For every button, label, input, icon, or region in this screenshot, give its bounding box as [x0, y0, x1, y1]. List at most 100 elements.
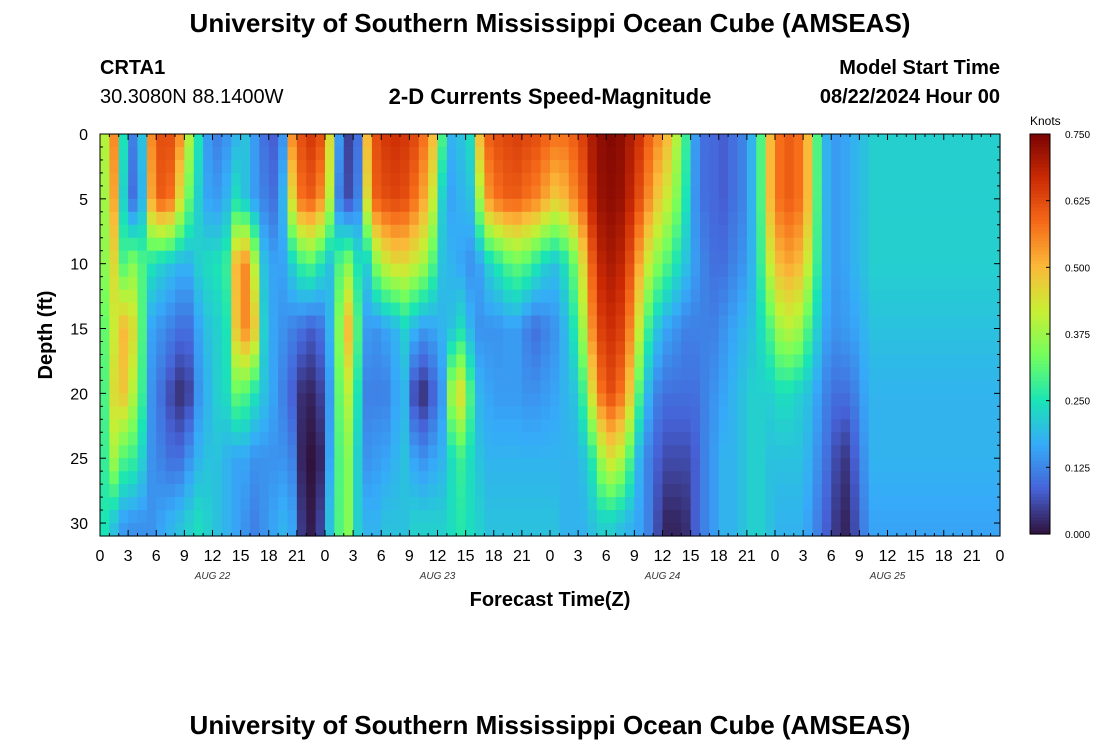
heatmap-cell	[531, 510, 542, 524]
colorbar-segment	[1030, 267, 1050, 272]
heatmap-cell	[240, 224, 251, 239]
heatmap-cell	[831, 393, 842, 407]
heatmap-cell	[503, 263, 514, 278]
heatmap-cell	[353, 354, 364, 369]
heatmap-cell	[718, 419, 729, 433]
heatmap-cell	[765, 341, 776, 356]
heatmap-cell	[821, 315, 832, 330]
heatmap-cell	[803, 367, 814, 381]
heatmap-cell	[428, 185, 439, 200]
heatmap-cell	[709, 146, 720, 161]
heatmap-cell	[484, 497, 495, 511]
heatmap-cell	[625, 497, 635, 511]
heatmap-cell	[428, 263, 439, 278]
heatmap-cell	[821, 185, 832, 200]
heatmap-cell	[521, 432, 532, 446]
heatmap-cell	[737, 367, 748, 381]
heatmap-cell	[465, 315, 476, 330]
heatmap-cell	[240, 341, 251, 356]
colorbar-segment	[1030, 367, 1050, 372]
heatmap-cell	[193, 185, 204, 200]
heatmap-cell	[381, 341, 392, 356]
heatmap-cell	[221, 185, 232, 200]
heatmap-cell	[175, 432, 185, 446]
heatmap-cell	[700, 510, 710, 524]
colorbar-tick-label: 0.250	[1065, 397, 1090, 408]
heatmap-cell	[634, 302, 645, 317]
heatmap-cell	[690, 185, 701, 200]
heatmap-cell	[512, 497, 523, 511]
heatmap-cell	[503, 224, 514, 239]
heatmap-cell	[390, 471, 401, 485]
heatmap-cell	[728, 185, 739, 200]
heatmap-cell	[184, 523, 195, 537]
heatmap-cell	[521, 159, 532, 174]
heatmap-cell	[212, 276, 223, 291]
heatmap-cell	[362, 250, 373, 265]
heatmap-cell	[578, 458, 589, 472]
heatmap-cell	[315, 159, 326, 174]
heatmap-cell	[643, 146, 654, 161]
heatmap-cell	[400, 289, 410, 304]
heatmap-cell	[353, 432, 364, 446]
heatmap-cell	[587, 198, 598, 213]
heatmap-cell	[334, 419, 345, 433]
heatmap-cell	[128, 224, 139, 239]
heatmap-cell	[784, 211, 795, 226]
heatmap-cell	[653, 224, 664, 239]
heatmap-cell	[268, 419, 279, 433]
heatmap-cell	[615, 510, 626, 524]
heatmap-cell	[446, 497, 457, 511]
heatmap-cell	[803, 354, 814, 369]
heatmap-cell	[475, 185, 485, 200]
heatmap-cell	[503, 393, 514, 407]
heatmap-cell	[615, 445, 626, 459]
heatmap-cell	[531, 380, 542, 394]
heatmap-cell	[203, 406, 214, 420]
heatmap-cell	[137, 250, 148, 265]
heatmap-cell	[259, 302, 270, 317]
heatmap-cell	[390, 211, 401, 226]
heatmap-cell	[634, 341, 645, 356]
heatmap-cell	[390, 263, 401, 278]
heatmap-cell	[287, 367, 298, 381]
heatmap-cell	[484, 328, 495, 343]
heatmap-cell	[409, 250, 420, 265]
heatmap-cell	[175, 419, 185, 433]
heatmap-cell	[390, 406, 401, 420]
page-title: University of Southern Mississippi Ocean…	[189, 8, 911, 38]
heatmap-cell	[728, 237, 739, 252]
heatmap-cell	[306, 263, 317, 278]
heatmap-cell	[100, 419, 110, 433]
heatmap-cell	[193, 354, 204, 369]
heatmap-cell	[334, 237, 345, 252]
heatmap-cell	[184, 432, 195, 446]
y-tick-label: 30	[70, 516, 88, 533]
heatmap-cell	[540, 393, 551, 407]
heatmap-cell	[615, 211, 626, 226]
heatmap-cell	[250, 497, 260, 511]
heatmap-cell	[306, 302, 317, 317]
heatmap-cell	[146, 419, 157, 433]
heatmap-cell	[203, 185, 214, 200]
heatmap-cell	[700, 172, 710, 187]
heatmap-cell	[203, 510, 214, 524]
heatmap-cell	[587, 250, 598, 265]
heatmap-cell	[643, 497, 654, 511]
x-tick-label: 0	[996, 548, 1005, 565]
heatmap-cell	[484, 393, 495, 407]
heatmap-cell	[859, 302, 870, 317]
colorbar-segment	[1030, 420, 1050, 425]
heatmap-cell	[821, 328, 832, 343]
heatmap-cell	[615, 263, 626, 278]
heatmap-cell	[690, 380, 701, 394]
heatmap-cell	[700, 211, 710, 226]
heatmap-cell	[625, 484, 635, 498]
heatmap-cell	[756, 341, 767, 356]
heatmap-cell	[100, 341, 110, 356]
heatmap-cell	[653, 302, 664, 317]
heatmap-cell	[371, 406, 382, 420]
heatmap-cell	[118, 341, 129, 356]
x-tick-label: 0	[96, 548, 105, 565]
heatmap-cell	[409, 471, 420, 485]
